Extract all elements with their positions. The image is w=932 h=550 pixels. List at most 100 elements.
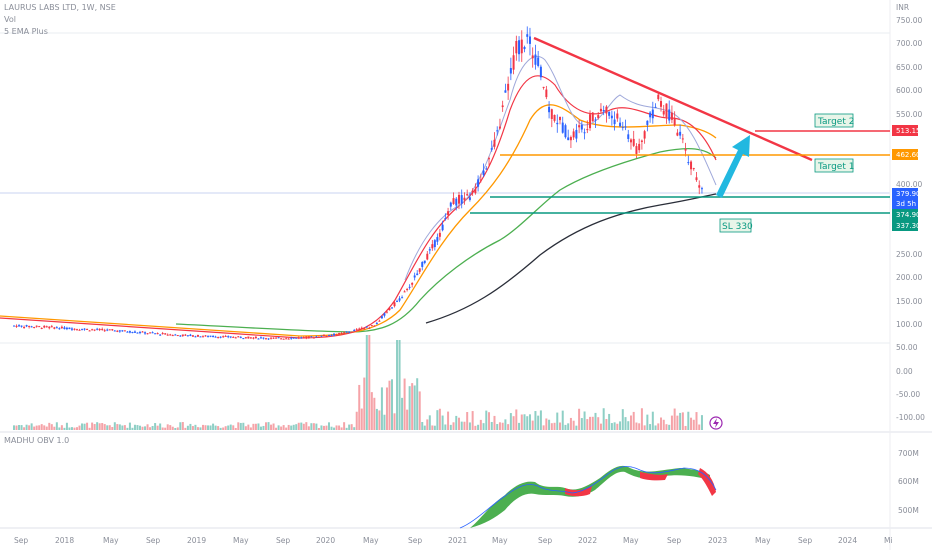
candle-body: [468, 197, 471, 200]
volume-bar: [463, 421, 466, 430]
candle-body: [300, 337, 303, 339]
candle-body: [28, 325, 31, 327]
candle-body: [589, 114, 592, 129]
candle-body: [561, 122, 564, 133]
volume-bar: [385, 387, 388, 430]
volume-bar: [70, 427, 73, 430]
volume-bar: [428, 415, 431, 430]
candle-body: [385, 311, 388, 313]
candle-body: [624, 126, 627, 128]
volume-bar: [355, 411, 358, 430]
y-tick: 750.00: [896, 16, 922, 25]
candle-body: [632, 138, 635, 146]
volume-bar: [567, 423, 570, 430]
volume-bar: [687, 411, 690, 430]
volume-bar: [98, 423, 101, 430]
candle-body: [380, 316, 383, 319]
obv-label[interactable]: MADHU OBV 1.0: [4, 436, 70, 445]
candle-body: [257, 338, 260, 340]
volume-bar: [139, 425, 141, 430]
candle-body: [545, 89, 548, 98]
candle-body: [421, 262, 424, 267]
volume-bar: [665, 424, 668, 430]
volume-bar: [580, 418, 583, 430]
volume-bar: [594, 412, 597, 430]
symbol-title[interactable]: LAURUS LABS LTD, 1W, NSE: [4, 3, 116, 12]
ema-5-line: [404, 55, 717, 281]
tag-337: 337.30: [896, 222, 921, 230]
candle-body: [30, 326, 33, 328]
volume-bar: [388, 380, 391, 430]
alert-icon[interactable]: [709, 416, 723, 430]
volume-bar: [340, 427, 343, 430]
candle-body: [627, 134, 630, 139]
candle-body: [184, 334, 187, 336]
candle-body: [131, 332, 134, 334]
candle-body: [363, 328, 366, 330]
volume-bar: [179, 422, 182, 430]
volume-bar: [20, 425, 23, 430]
candle-body: [629, 139, 632, 143]
volume-bar: [550, 423, 553, 430]
volume-bar: [275, 427, 278, 430]
volume-bar: [254, 423, 257, 430]
candle-body: [154, 333, 157, 335]
volume-bar: [608, 413, 611, 430]
annotation-target-2: Target 2: [817, 117, 854, 127]
candle-body: [55, 327, 58, 329]
candle-body: [151, 332, 154, 334]
volume-bar: [363, 377, 366, 430]
ema-label[interactable]: 5 EMA Plus: [4, 27, 48, 36]
volume-bar: [575, 425, 578, 430]
volume-bar: [174, 427, 177, 430]
volume-bar: [111, 426, 114, 430]
volume-bar: [287, 424, 290, 430]
candle-body: [111, 329, 114, 331]
volume-bar: [365, 335, 368, 430]
candle-body: [126, 331, 129, 333]
candle-body: [98, 328, 101, 331]
candle-body: [174, 334, 177, 336]
candle-body: [262, 337, 265, 339]
candle-body: [431, 244, 434, 249]
candle-body: [591, 112, 594, 122]
candle-body: [297, 337, 300, 339]
x-tick: Mi: [884, 536, 893, 545]
price-tags: 513.15 462.60 379.90 3d 5h 374.90 337.30: [892, 125, 921, 231]
volume-bar: [504, 419, 507, 430]
candle-body: [272, 337, 275, 339]
volume-bar: [556, 412, 559, 430]
candle-body: [438, 232, 441, 237]
volume-bar: [444, 424, 447, 430]
candle-body: [408, 286, 411, 288]
volume-bar: [86, 422, 89, 430]
volume-bar: [627, 421, 630, 430]
candle-body: [358, 328, 361, 330]
volume-bar: [96, 422, 99, 430]
candle-body: [227, 336, 230, 338]
candle-body: [202, 336, 204, 338]
volume-bar: [528, 414, 531, 430]
volume-bar: [302, 423, 305, 430]
candle-body: [88, 330, 91, 332]
annotation-stop-loss: SL 330: [722, 222, 753, 232]
candle-body: [660, 101, 663, 107]
volume-label[interactable]: Vol: [4, 15, 16, 24]
volume-bar: [632, 411, 635, 430]
volume-bar: [65, 422, 68, 430]
volume-bar: [15, 425, 18, 430]
candle-body: [181, 334, 184, 336]
candle-body: [455, 198, 458, 206]
y-tick: 150.00: [896, 297, 922, 306]
candle-body: [176, 335, 179, 337]
volume-bar: [202, 424, 204, 430]
volume-bar: [401, 397, 404, 430]
candle-body: [539, 66, 542, 78]
candle-body: [572, 131, 575, 138]
volume-bar: [335, 425, 338, 430]
volume-bar: [468, 422, 471, 430]
candle-body: [433, 240, 436, 248]
volume-bar: [501, 422, 504, 430]
volume-bar: [219, 427, 222, 430]
volume-bar: [673, 408, 676, 430]
